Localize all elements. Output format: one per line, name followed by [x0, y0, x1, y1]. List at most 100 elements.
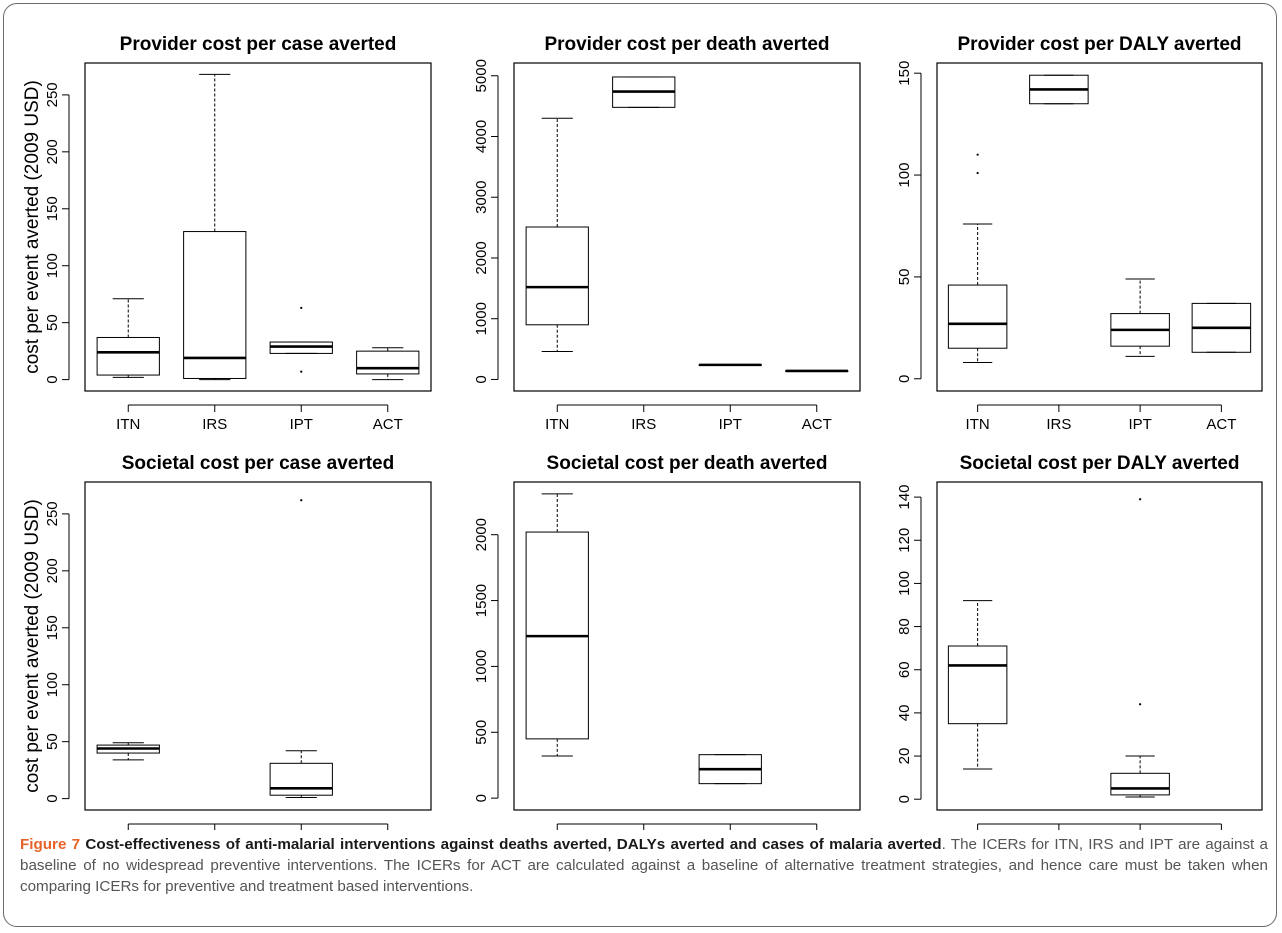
outlier-point: [1139, 498, 1142, 501]
box-body: [525, 226, 589, 326]
y-tick-label: 140: [896, 485, 913, 510]
y-tick-label: 5000: [473, 59, 490, 92]
chart-title: Provider cost per case averted: [120, 34, 397, 55]
y-tick-label: 200: [44, 558, 61, 583]
y-tick-label: 150: [896, 61, 913, 86]
y-tick-label: 0: [44, 375, 61, 383]
y-tick-label: 250: [44, 501, 61, 526]
figure-label: Figure 7: [20, 836, 81, 853]
y-tick-label: 100: [896, 571, 913, 596]
box-act: [356, 347, 420, 381]
chart-title: Provider cost per DALY averted: [957, 34, 1241, 55]
y-tick-label: 0: [44, 794, 61, 802]
box-itn: [525, 493, 589, 757]
plot-frame: [513, 481, 861, 811]
box-itn: [96, 742, 160, 761]
chart-panel-2: Provider cost per death averted 0 1000 2000…: [473, 34, 861, 433]
plot-frame: [513, 62, 861, 392]
x-tick-label: ITN: [966, 416, 990, 433]
y-tick-label: 50: [44, 733, 61, 750]
y-tick-label: 100: [44, 253, 61, 278]
y-tick-label: 60: [896, 661, 913, 678]
y-tick-label: 120: [896, 528, 913, 553]
chart-panel-3: Provider cost per DALY averted 0 50 100 150 I…: [896, 34, 1263, 433]
y-tick-label: 250: [44, 82, 61, 107]
y-tick-label: 100: [896, 163, 913, 188]
y-tick-label: 0: [896, 795, 913, 803]
chart-panel-5: Societal cost per death averted 0 500 1000 1…: [473, 453, 861, 830]
x-tick-label: IRS: [202, 416, 227, 433]
box-ipt: [269, 306, 333, 373]
chart-panel-4: Societal cost per case averted 0 50 100 150 2…: [44, 453, 432, 830]
y-tick-label: 0: [473, 794, 490, 802]
y-tick-label: 20: [896, 748, 913, 765]
box-body: [183, 231, 247, 379]
box-ipt: [269, 499, 333, 798]
box-itn: [96, 298, 160, 378]
outlier-point: [300, 370, 303, 373]
outlier-point: [1139, 703, 1142, 706]
box-body: [96, 336, 160, 376]
y-tick-label: 500: [473, 720, 490, 745]
y-tick-label: 80: [896, 618, 913, 635]
y-tick-label: 1500: [473, 584, 490, 617]
y-tick-label: 0: [896, 375, 913, 383]
box-irs: [1029, 74, 1089, 105]
box-ipt: [1110, 498, 1170, 798]
y-tick-label: 40: [896, 705, 913, 722]
y-axis-title: cost per event averted (2009 USD): [22, 499, 43, 793]
y-axis-title: cost per event averted (2009 USD): [22, 80, 43, 374]
y-tick-label: 1000: [473, 650, 490, 683]
x-tick-label: IRS: [1046, 416, 1071, 433]
chart-title: Societal cost per DALY averted: [960, 453, 1240, 474]
box-itn: [947, 600, 1008, 770]
chart-panel-6: Societal cost per DALY averted 0 20 40 60 80 1…: [896, 453, 1263, 830]
figure-caption: Figure 7 Cost-effectiveness of anti-mala…: [20, 834, 1268, 897]
box-ipt: [1110, 278, 1170, 357]
y-tick-label: 4000: [473, 120, 490, 153]
box-body: [269, 762, 333, 796]
chart-title: Societal cost per death averted: [547, 453, 828, 474]
box-act: [1191, 302, 1252, 353]
x-tick-label: IPT: [719, 416, 742, 433]
box-body: [1110, 772, 1170, 796]
x-tick-label: ACT: [1206, 416, 1236, 433]
y-tick-label: 0: [473, 375, 490, 383]
y-tick-label: 150: [44, 615, 61, 640]
box-body: [947, 645, 1008, 725]
box-ipt: [698, 363, 762, 367]
box-body: [356, 350, 420, 375]
x-tick-label: ITN: [545, 416, 569, 433]
chart-title: Provider cost per death averted: [544, 34, 829, 55]
y-tick-label: 100: [44, 672, 61, 697]
chart-panel-1: Provider cost per case averted 0 50 100 150 2…: [44, 34, 432, 433]
box-body: [947, 284, 1008, 349]
figure-title: Cost-effectiveness of anti-malarial inte…: [85, 836, 942, 853]
caption-text: . The ICERs for ITN, IRS and IPT are aga…: [20, 836, 1268, 895]
box-ipt: [698, 754, 762, 785]
x-tick-label: ITN: [116, 416, 140, 433]
x-tick-label: IPT: [1128, 416, 1151, 433]
box-irs: [183, 73, 247, 381]
y-tick-label: 50: [44, 314, 61, 331]
y-tick-label: 1000: [473, 302, 490, 335]
plot-frame: [936, 62, 1263, 392]
plot-frame: [84, 62, 432, 392]
box-irs: [612, 76, 676, 108]
outlier-point: [300, 499, 303, 502]
y-tick-label: 2000: [473, 241, 490, 274]
box-act: [785, 369, 849, 373]
box-itn: [525, 117, 589, 353]
x-tick-label: IRS: [631, 416, 656, 433]
x-tick-label: IPT: [290, 416, 313, 433]
y-tick-label: 50: [896, 269, 913, 286]
figure-frame: [3, 3, 1277, 927]
plot-frame: [84, 481, 432, 811]
box-itn: [947, 153, 1008, 363]
y-tick-label: 200: [44, 139, 61, 164]
x-tick-label: ACT: [802, 416, 832, 433]
y-tick-label: 3000: [473, 181, 490, 214]
chart-title: Societal cost per case averted: [122, 453, 394, 474]
outlier-point: [976, 153, 979, 156]
y-tick-label: 2000: [473, 518, 490, 551]
